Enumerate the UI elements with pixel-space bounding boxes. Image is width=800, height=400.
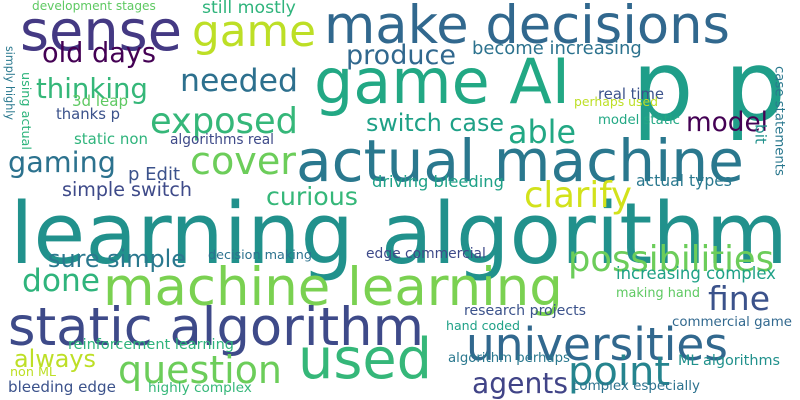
word-perhaps-used: perhaps used	[574, 94, 658, 109]
word-learning-algorithm: learning algorithm	[10, 185, 788, 283]
word-using-actual: using actual	[17, 72, 33, 150]
word-universities: universities	[466, 318, 728, 371]
word-sense: sense	[20, 0, 182, 64]
word-driving-bleeding: driving bleeding	[372, 172, 504, 191]
word-question: question	[118, 348, 282, 392]
word-complex-especially: complex especially	[572, 379, 700, 394]
word-thanks-p: thanks p	[56, 106, 120, 123]
word-used: used	[298, 327, 432, 392]
word-sure-simple: sure simple	[48, 245, 186, 273]
word-actual-types: actual types	[636, 172, 732, 190]
word-make-decisions: make decisions	[324, 0, 730, 56]
word-fine: fine	[708, 279, 771, 318]
word-switch-case: switch case	[366, 109, 504, 137]
word-exposed: exposed	[150, 101, 298, 142]
word-research-projects: research projects	[464, 303, 586, 319]
word-p-p: p p	[632, 30, 786, 143]
word-static-non: static non	[74, 130, 148, 148]
word-thinking: thinking	[36, 73, 148, 105]
word-algorithm-perhaps: algorithm perhaps	[448, 351, 570, 366]
word-machine-learning: machine learning	[103, 257, 563, 318]
word-highly-complex: highly complex	[148, 380, 252, 396]
word-3d-leap: 3d leap	[72, 92, 129, 110]
word-algorithms-real: algorithms real	[170, 132, 274, 148]
word-reinforcement-learning: reinforcement learning	[68, 337, 234, 353]
word-produce: produce	[346, 40, 456, 71]
word-still-mostly: still mostly	[202, 0, 296, 18]
word-decision-making: decision making	[208, 248, 312, 263]
word-simply-highly: simply highly	[3, 46, 17, 120]
word-game-ai: game AI	[314, 46, 570, 118]
word-actual-machine: actual machine	[296, 127, 744, 195]
word-bit: bit	[751, 124, 770, 144]
word-hand-coded: hand coded	[446, 318, 520, 333]
word-static-algorithm: static algorithm	[8, 297, 424, 358]
word-needed: needed	[180, 63, 298, 99]
word-model: model	[686, 108, 768, 138]
word-able: able	[508, 115, 576, 151]
word-done: done	[22, 263, 100, 299]
word-gaming: gaming	[8, 145, 116, 179]
word-agents: agents	[472, 367, 569, 400]
word-model-static: model static	[598, 113, 680, 128]
word-increasing-complex: increasing complex	[616, 264, 776, 283]
word-non-ml: non ML	[10, 364, 57, 379]
word-clarify: clarify	[524, 175, 632, 216]
word-cover: cover	[190, 139, 296, 183]
word-bleeding-edge: bleeding edge	[8, 378, 116, 396]
word-always: always	[14, 345, 96, 373]
word-development-stages: development stages	[32, 0, 156, 13]
word-curious: curious	[266, 182, 358, 211]
word-ml-algorithms: ML algorithms	[678, 353, 780, 369]
word-case-statements: case statements	[771, 66, 787, 176]
word-game: game	[192, 6, 316, 57]
word-possibilities: possibilities	[568, 239, 774, 280]
word-become-increasing: become increasing	[472, 38, 642, 59]
word-making-hand: making hand	[616, 286, 700, 301]
word-simple-switch: simple switch	[62, 178, 192, 201]
word-real-time: real time	[598, 86, 664, 103]
word-p-edit: p Edit	[128, 164, 181, 185]
word-edge-commercial: edge commercial	[366, 246, 486, 262]
word-commercial-game: commercial game	[672, 315, 792, 330]
word-point: point	[568, 349, 671, 395]
word-old-days: old days	[42, 38, 156, 69]
